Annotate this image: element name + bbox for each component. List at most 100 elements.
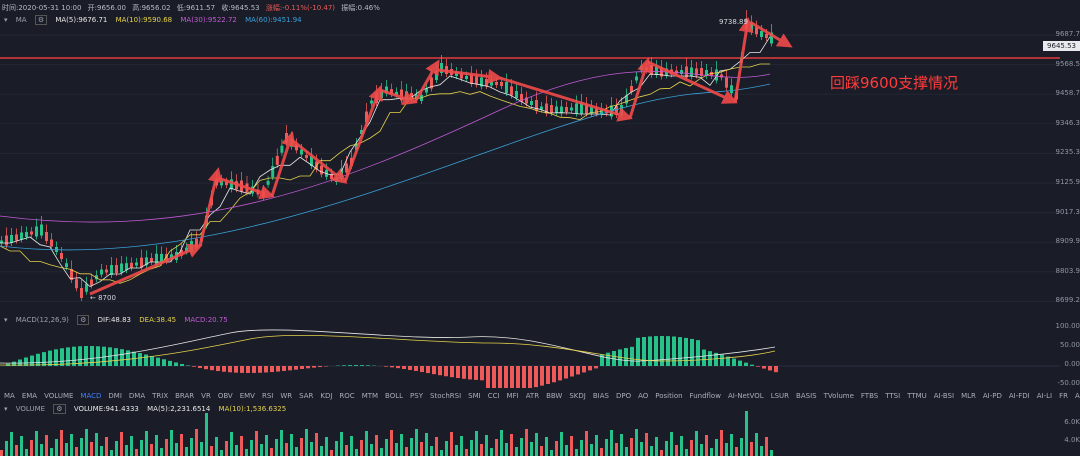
volume-bar (375, 435, 378, 456)
tab-roc[interactable]: ROC (339, 392, 355, 400)
volume-bar (665, 441, 668, 456)
tab-dma[interactable]: DMA (128, 392, 146, 400)
tab-ttmu[interactable]: TTMU (907, 392, 927, 400)
low-label: ← 8700 (90, 294, 116, 302)
tab-ai-fdi[interactable]: AI-FDI (1008, 392, 1030, 400)
tab-obv[interactable]: OBV (217, 392, 233, 400)
macd-bar (342, 365, 346, 366)
tab-ema[interactable]: EMA (21, 392, 38, 400)
tab-ma[interactable]: MA (4, 392, 15, 400)
macd-bar (270, 366, 274, 373)
volume-bar (310, 442, 313, 456)
tab-mlr[interactable]: MLR (961, 392, 976, 400)
volume-title[interactable]: VOLUME (15, 405, 46, 413)
volume-bar (140, 440, 143, 456)
tab-vr[interactable]: VR (201, 392, 211, 400)
tab-tvolume[interactable]: TVolume (823, 392, 854, 400)
tab-bbw[interactable]: BBW (546, 392, 563, 400)
volume-bar (545, 437, 548, 456)
tab-ttsi[interactable]: TTSI (885, 392, 901, 400)
macd-bar (660, 336, 664, 366)
macd-title[interactable]: MACD(12,26,9) (15, 316, 69, 324)
volume-bar (745, 411, 748, 456)
macd-bar (714, 352, 718, 366)
price-axis-tick: 9458.7 (1055, 89, 1080, 98)
volume-bar (190, 438, 193, 456)
macd-bar (588, 366, 592, 371)
tab-mfi[interactable]: MFI (506, 392, 519, 400)
tab-dmi[interactable]: DMI (108, 392, 122, 400)
volume-bar (410, 438, 413, 456)
tab-basis[interactable]: BASIS (796, 392, 817, 400)
candlestick-chart[interactable] (0, 10, 1060, 310)
volume-settings-icon[interactable]: ⚙ (53, 404, 66, 414)
tab-boll[interactable]: BOLL (385, 392, 404, 400)
tab-stochrsi[interactable]: StochRSI (430, 392, 462, 400)
tab-fr[interactable]: FR (1059, 392, 1068, 400)
candle-body (530, 101, 533, 105)
tab-lsur[interactable]: LSUR (770, 392, 790, 400)
tab-brar[interactable]: BRAR (175, 392, 195, 400)
tab-dpo[interactable]: DPO (615, 392, 632, 400)
candle-body (690, 67, 693, 77)
macd-bar (240, 366, 244, 373)
tab-ai-bst[interactable]: AI-BST (1074, 392, 1080, 400)
tab-ao[interactable]: AO (638, 392, 649, 400)
tab-ai-li[interactable]: AI-LI (1036, 392, 1053, 400)
tab-smi[interactable]: SMI (468, 392, 481, 400)
tab-atr[interactable]: ATR (525, 392, 540, 400)
macd-bar (396, 366, 400, 369)
volume-bar (445, 441, 448, 456)
tab-ai-bsi[interactable]: AI-BSI (933, 392, 955, 400)
tab-fundflow[interactable]: Fundflow (689, 392, 721, 400)
volume-collapse-icon[interactable]: ▾ (4, 405, 8, 413)
tab-emv[interactable]: EMV (239, 392, 255, 400)
tab-psy[interactable]: PSY (410, 392, 423, 400)
tab-position[interactable]: Position (655, 392, 683, 400)
volume-bar (110, 450, 113, 456)
candle-body (266, 180, 270, 185)
candle-body (160, 253, 163, 263)
macd-bar (726, 356, 730, 366)
candle-body (700, 68, 703, 76)
tab-bias[interactable]: BIAS (592, 392, 609, 400)
macd-collapse-icon[interactable]: ▾ (4, 316, 8, 324)
tab-mtm[interactable]: MTM (361, 392, 379, 400)
tab-rsi[interactable]: RSI (261, 392, 274, 400)
candle-body (125, 263, 128, 271)
tab-cci[interactable]: CCI (487, 392, 500, 400)
macd-bar (30, 355, 34, 366)
macd-bar (264, 366, 268, 373)
macd-bar (360, 365, 364, 366)
trend-arrow (499, 76, 633, 122)
volume-bar (710, 448, 713, 456)
ma10-line (0, 63, 770, 284)
volume-bar (370, 444, 373, 456)
candle-body (630, 86, 633, 92)
tab-wr[interactable]: WR (280, 392, 293, 400)
ma-settings-icon[interactable]: ⚙ (34, 15, 48, 25)
tab-ai-netvol[interactable]: AI-NetVOL (727, 392, 764, 400)
macd-settings-icon[interactable]: ⚙ (77, 315, 90, 325)
macd-bar (738, 360, 742, 366)
tab-kdj[interactable]: KDJ (320, 392, 333, 400)
tab-skdj[interactable]: SKDJ (569, 392, 586, 400)
tab-trix[interactable]: TRIX (152, 392, 169, 400)
ma-title[interactable]: MA (15, 16, 27, 24)
candle-body (120, 263, 123, 273)
macd-chart[interactable] (0, 323, 1060, 388)
high-value: 高:9656.02 (132, 4, 171, 12)
tab-volume[interactable]: VOLUME (44, 392, 74, 400)
volume-bar (460, 436, 463, 456)
tab-ftbs[interactable]: FTBS (860, 392, 879, 400)
tab-sar[interactable]: SAR (299, 392, 314, 400)
ma-collapse-icon[interactable]: ▾ (4, 16, 8, 24)
candle-body (680, 70, 683, 74)
volume-chart[interactable] (0, 411, 1060, 456)
tab-macd[interactable]: MACD (80, 392, 102, 400)
volume-bar (500, 430, 503, 456)
candle-body (45, 232, 48, 241)
moving-average-lines (0, 36, 771, 287)
tab-ai-pd[interactable]: AI-PD (982, 392, 1002, 400)
volume-bar (0, 450, 3, 456)
